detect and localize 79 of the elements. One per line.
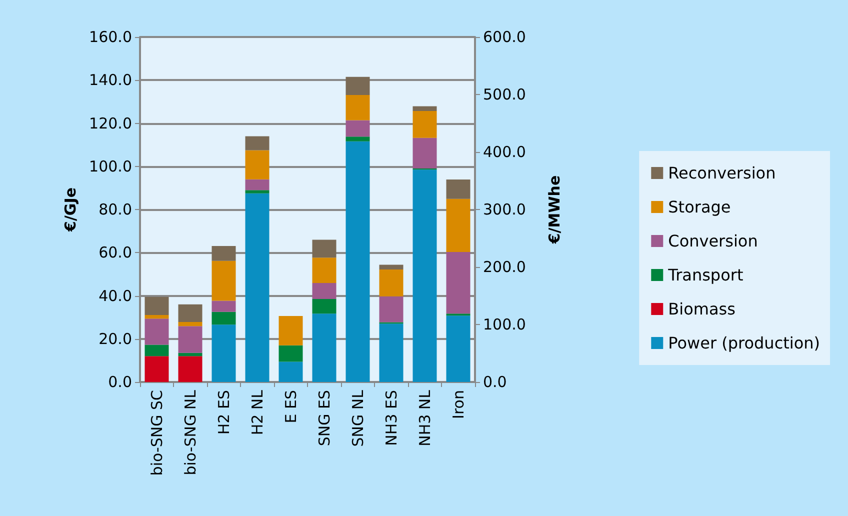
- legend-label: Biomass: [668, 300, 736, 318]
- bar: [212, 300, 236, 312]
- bar: [144, 344, 169, 356]
- bar: [312, 283, 336, 299]
- y-tick-label: 60.0: [98, 244, 132, 262]
- y-tick-label: 100.0: [89, 157, 132, 176]
- y-tick-label: 20.0: [98, 330, 132, 348]
- bar: [346, 76, 370, 96]
- x-tick-label: NH3 ES: [382, 390, 400, 446]
- bar: [212, 246, 236, 261]
- bar: [178, 326, 202, 353]
- y2-tick-label: 100.0: [483, 316, 526, 334]
- bar: [278, 362, 303, 382]
- bar: [212, 324, 236, 382]
- bar: [178, 352, 202, 356]
- bar: [245, 190, 270, 194]
- bar: [245, 179, 270, 190]
- y2-tick-label: 500.0: [483, 86, 526, 104]
- bar: [446, 316, 470, 382]
- bar: [212, 260, 236, 301]
- bar: [144, 314, 169, 319]
- bar: [245, 193, 270, 382]
- legend-label: Power (production): [668, 334, 820, 352]
- bar: [312, 258, 336, 284]
- y2-tick-label: 300.0: [483, 200, 526, 218]
- y-axis-title: €/GJe: [62, 188, 80, 232]
- y-tick-label: 40.0: [98, 286, 132, 305]
- x-tick-label: bio-SNG NL: [181, 389, 200, 476]
- bar: [412, 170, 437, 382]
- y2-tick-label: 400.0: [483, 143, 526, 161]
- bar: [379, 296, 404, 322]
- legend-label: Transport: [667, 266, 744, 284]
- x-tick-label: Iron: [449, 390, 468, 419]
- bar: [144, 296, 169, 315]
- bar: [412, 110, 437, 138]
- x-tick-label: NH3 NL: [416, 389, 434, 446]
- bar: [446, 180, 470, 199]
- y2-tick-label: 0.0: [483, 373, 507, 391]
- bar: [245, 136, 270, 150]
- bar: [278, 316, 303, 346]
- y2-tick-label: 600.0: [483, 28, 526, 46]
- bar: [212, 312, 236, 325]
- y-tick-label: 0.0: [108, 373, 132, 391]
- legend-label: Reconversion: [668, 164, 776, 182]
- legend-label: Storage: [668, 198, 731, 216]
- bar: [379, 264, 404, 270]
- bar: [178, 304, 202, 322]
- x-tick-label: SNG ES: [315, 390, 334, 446]
- bar: [278, 345, 303, 362]
- y-tick-label: 140.0: [89, 71, 132, 90]
- bar: [412, 138, 437, 169]
- x-tick-label: SNG NL: [348, 389, 367, 447]
- bar: [379, 269, 404, 296]
- bar: [178, 356, 202, 382]
- bar: [379, 324, 404, 382]
- bar: [312, 298, 336, 314]
- legend-label: Conversion: [668, 232, 758, 250]
- bar: [245, 150, 270, 180]
- y2-tick-label: 200.0: [483, 258, 526, 276]
- y-tick-label: 120.0: [89, 114, 132, 132]
- y2-axis-title: €/MWhe: [546, 175, 564, 245]
- x-tick-label: H2 ES: [214, 390, 233, 435]
- bar: [346, 136, 370, 142]
- x-tick-label: bio-SNG SC: [148, 390, 166, 476]
- x-tick-label: E ES: [282, 390, 300, 424]
- bar: [144, 318, 169, 345]
- bar: [412, 106, 437, 111]
- y-tick-label: 80.0: [98, 200, 132, 218]
- y-tick-label: 160.0: [89, 28, 132, 46]
- bar: [446, 252, 470, 314]
- bar: [346, 95, 370, 120]
- bar: [144, 356, 169, 382]
- x-tick-label: H2 NL: [248, 389, 266, 436]
- bar: [446, 198, 470, 252]
- bar: [312, 314, 336, 382]
- bar: [178, 322, 202, 326]
- bar: [346, 141, 370, 382]
- bar: [312, 240, 336, 258]
- bar: [346, 120, 370, 137]
